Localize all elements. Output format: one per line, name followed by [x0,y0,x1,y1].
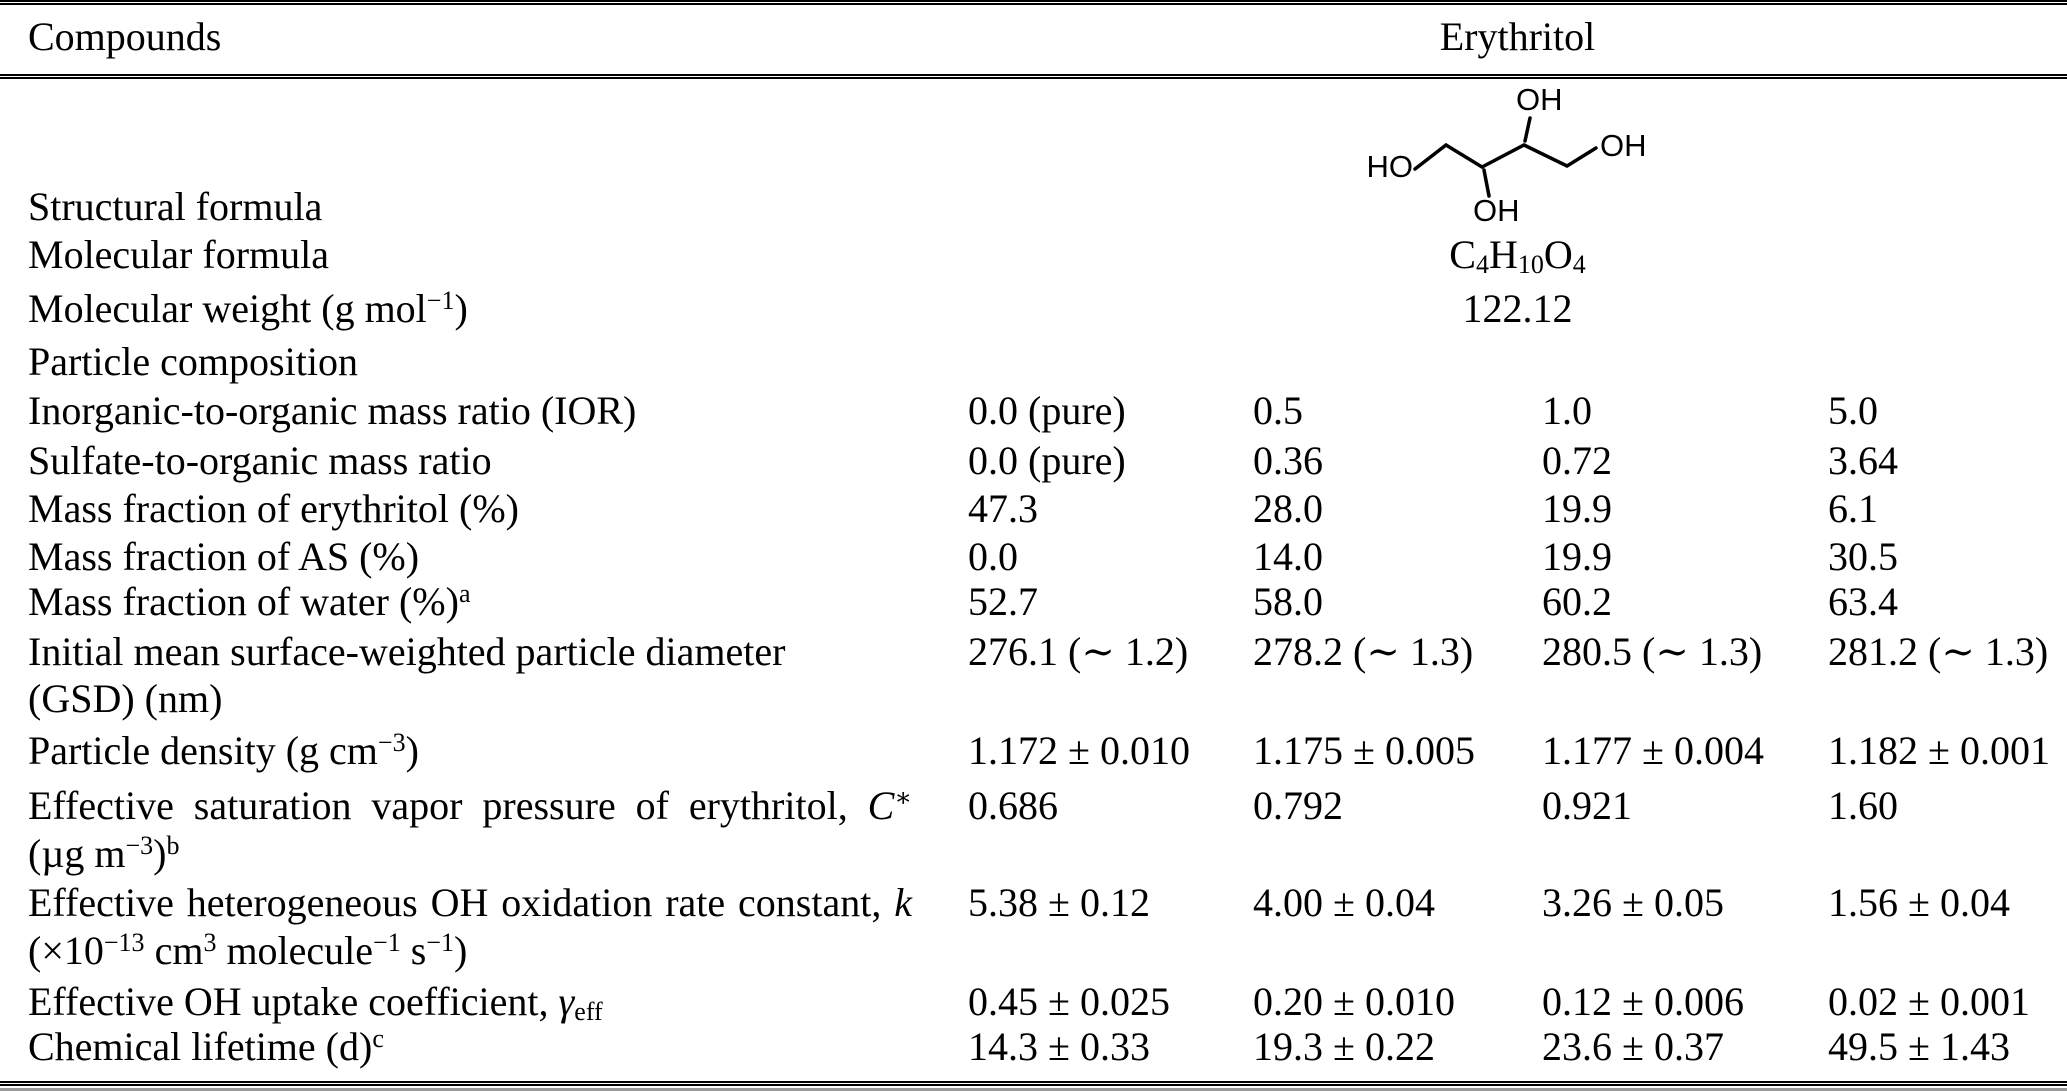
molecular-weight-value: 122.12 [1462,286,1573,331]
row-label: Mass fraction of AS (%) [28,534,420,579]
carbon-backbone-bonds [1413,142,1598,171]
value-cell: 0.12 ± 0.006 [1542,979,1744,1024]
row-label-line2: (GSD) (nm) [28,676,223,721]
value-cell: 281.2 (∼ 1.3) [1828,629,2049,674]
table-row-ior: Inorganic-to-organic mass ratio (IOR) 0.… [0,388,2067,434]
row-label-line2: (×10−13 cm3 molecule−1 s−1) [28,928,468,973]
oh-top-label: OH [1516,85,1563,117]
table-row-chemical-lifetime: Chemical lifetime (d)c 14.3 ± 0.33 19.3 … [0,1024,2067,1070]
row-label: Structural formula [28,184,323,229]
row-label: Effective saturation vapor pressure of e… [0,782,968,878]
value-cell: 5.38 ± 0.12 [968,880,1150,925]
row-label: Inorganic-to-organic mass ratio (IOR) [28,388,637,433]
value-cell: 0.5 [1253,388,1303,433]
table-top-rule [0,0,2067,5]
row-label: Effective OH uptake coefficient, γeff [28,979,603,1026]
value-cell: 0.02 ± 0.001 [1828,979,2030,1024]
oh-right-label: OH [1600,128,1647,163]
erythritol-structure-drawing: HO OH OH OH [1367,85,1647,225]
value-cell: 3.26 ± 0.05 [1542,880,1724,925]
table-row-particle-diameter: Initial mean surface-weighted particle d… [0,628,2067,722]
table-bottom-edge-rule [0,1088,2067,1091]
value-cell: 49.5 ± 1.43 [1828,1024,2010,1069]
value-cell: 60.2 [1542,579,1612,624]
value-cell: 280.5 (∼ 1.3) [1542,629,1763,674]
value-cell: 19.9 [1542,486,1612,531]
row-label: Initial mean surface-weighted particle d… [0,628,968,722]
value-cell: 1.0 [1542,388,1592,433]
value-cell: 52.7 [968,579,1038,624]
bond-to-top-oh [1523,116,1532,143]
value-cell: 0.686 [968,783,1058,828]
table-row-molecular-weight: Molecular weight (g mol−1) [0,286,2067,332]
row-label: Molecular weight (g mol−1) [28,286,468,331]
value-cell: 23.6 ± 0.37 [1542,1024,1724,1069]
row-label: Sulfate-to-organic mass ratio [28,438,492,483]
value-cell: 0.20 ± 0.010 [1253,979,1455,1024]
value-cell: 19.9 [1542,534,1612,579]
value-cell: 6.1 [1828,486,1878,531]
value-cell: 1.175 ± 0.005 [1253,728,1475,773]
row-label: Chemical lifetime (d)c [28,1024,384,1069]
table-row-structural-formula: Structural formula [0,184,2067,230]
row-label-line1: Initial mean surface-weighted particle d… [28,629,786,674]
row-label: Molecular formula [28,232,329,277]
value-cell: 0.36 [1253,438,1323,483]
table-bottom-rule [0,1081,2067,1086]
value-cell: 0.45 ± 0.025 [968,979,1170,1024]
value-cell: 0.792 [1253,783,1343,828]
table-header-rule [0,74,2067,79]
value-cell: 28.0 [1253,486,1323,531]
table-row-oxidation-rate: Effective heterogeneous OH oxidation rat… [0,879,2067,975]
row-label: Particle composition [28,339,358,384]
value-cell: 0.0 (pure) [968,388,1126,433]
value-cell: 1.177 ± 0.004 [1542,728,1764,773]
row-label-line2: (µg m−3)b [28,831,180,876]
molecular-formula-value: C4H10O4 [1449,232,1586,279]
value-cell: 19.3 ± 0.22 [1253,1024,1435,1069]
value-cell: 47.3 [968,486,1038,531]
value-cell: 1.56 ± 0.04 [1828,880,2010,925]
value-cell: 1.182 ± 0.001 [1828,728,2050,773]
value-cell: 1.172 ± 0.010 [968,728,1190,773]
table-row-sulfate-ratio: Sulfate-to-organic mass ratio 0.0 (pure)… [0,438,2067,484]
value-cell: 0.72 [1542,438,1612,483]
value-cell: 278.2 (∼ 1.3) [1253,629,1474,674]
table-row-mass-fraction-water: Mass fraction of water (%)a 52.7 58.0 60… [0,579,2067,625]
row-label: Mass fraction of water (%)a [28,579,471,624]
value-cell: 0.921 [1542,783,1632,828]
bond-to-bottom-oh [1482,168,1491,198]
value-cell: 4.00 ± 0.04 [1253,880,1435,925]
value-cell: 58.0 [1253,579,1323,624]
value-cell: 30.5 [1828,534,1898,579]
value-cell: 63.4 [1828,579,1898,624]
value-cell: 0.0 (pure) [968,438,1126,483]
row-label: Effective heterogeneous OH oxidation rat… [0,879,968,975]
row-label-line1: Effective saturation vapor pressure of e… [28,783,912,828]
value-cell: 14.3 ± 0.33 [968,1024,1150,1069]
row-label: Mass fraction of erythritol (%) [28,486,519,531]
table-row-molecular-formula: Molecular formula [0,232,2067,278]
oh-bottom-label: OH [1473,193,1520,225]
table-row-vapor-pressure: Effective saturation vapor pressure of e… [0,782,2067,878]
ho-left-label: HO [1367,149,1413,184]
column-header-compounds: Compounds [28,14,222,59]
table-row-mass-fraction-erythritol: Mass fraction of erythritol (%) 47.3 28.… [0,486,2067,532]
table-row-uptake-coefficient: Effective OH uptake coefficient, γeff 0.… [0,979,2067,1025]
value-cell: 3.64 [1828,438,1898,483]
value-cell: 1.60 [1828,783,1898,828]
column-header-erythritol: Erythritol [1439,14,1596,59]
row-label: Particle density (g cm−3) [28,728,419,773]
value-cell: 5.0 [1828,388,1878,433]
value-cell: 14.0 [1253,534,1323,579]
value-cell: 0.0 [968,534,1018,579]
row-label-line1: Effective heterogeneous OH oxidation rat… [28,880,912,925]
value-cell: 276.1 (∼ 1.2) [968,629,1189,674]
table-row-mass-fraction-as: Mass fraction of AS (%) 0.0 14.0 19.9 30… [0,534,2067,580]
table-row-particle-density: Particle density (g cm−3) 1.172 ± 0.010 … [0,728,2067,774]
table-row-particle-composition: Particle composition [0,339,2067,385]
